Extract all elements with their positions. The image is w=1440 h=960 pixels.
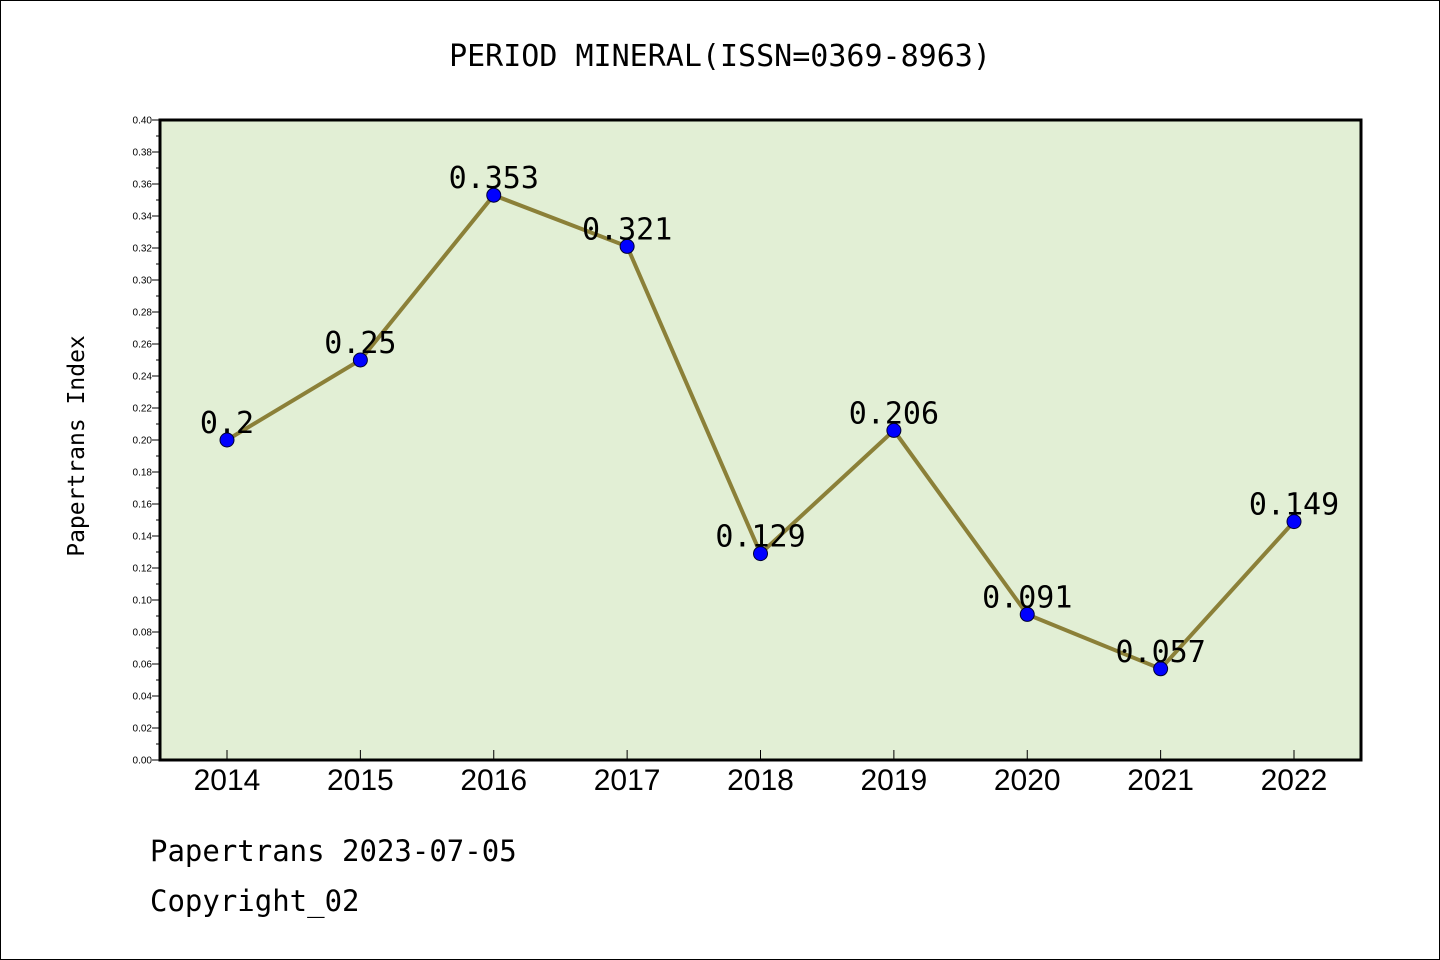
y-tick-label: 0.22 (133, 404, 153, 415)
x-tick-label: 2021 (1127, 764, 1194, 797)
y-tick-label: 0.32 (133, 244, 153, 255)
x-tick-label: 2019 (861, 764, 928, 797)
y-tick-label: 0.36 (133, 180, 153, 191)
y-tick-label: 0.40 (133, 116, 153, 127)
data-label: 0.206 (849, 396, 939, 431)
y-tick-label: 0.30 (133, 276, 153, 287)
data-label: 0.057 (1115, 635, 1205, 670)
data-label: 0.25 (324, 326, 396, 361)
data-label: 0.129 (715, 520, 805, 555)
x-tick-label: 2020 (994, 764, 1061, 797)
x-tick-label: 2016 (460, 764, 527, 797)
y-tick-label: 0.14 (133, 532, 153, 543)
data-point (619, 238, 635, 254)
y-tick-label: 0.16 (133, 500, 153, 511)
y-tick-label: 0.12 (133, 564, 153, 575)
y-tick-label: 0.08 (133, 628, 153, 639)
y-axis-label: Papertrans Index (64, 335, 90, 557)
data-point (753, 546, 768, 562)
data-point (352, 352, 368, 368)
y-tick-label: 0.06 (133, 660, 153, 671)
data-label: 0.321 (582, 212, 672, 247)
y-tick-label: 0.20 (133, 436, 153, 447)
y-tick-label: 0.38 (133, 148, 153, 159)
y-tick-label: 0.04 (133, 692, 153, 703)
y-tick-label: 0.34 (133, 212, 153, 223)
data-point (1153, 661, 1169, 677)
data-series: 0.2 0.25 0.353 0.321 0.129 0.206 0.091 0.057 0.1… (200, 161, 1339, 677)
x-tick-label: 2017 (594, 764, 661, 797)
footer-date: Papertrans 2023-07-05 (150, 834, 517, 868)
y-tick-label: 0.02 (133, 724, 153, 735)
y-axis: 0.00 0.02 0.04 0.06 0.08 0.10 0.12 0.14 0.16 0.18… (133, 116, 160, 767)
chart-title: PERIOD MINERAL(ISSN=0369-8963) (449, 39, 991, 74)
y-tick-label: 0.00 (133, 756, 153, 767)
y-tick-label: 0.28 (133, 308, 153, 319)
data-label: 0.149 (1249, 488, 1339, 523)
footer-copyright: Copyright_02 (150, 884, 360, 918)
data-point (486, 187, 502, 203)
data-point (1019, 606, 1035, 622)
y-tick-label: 0.24 (133, 372, 153, 383)
y-tick-label: 0.10 (133, 596, 153, 607)
data-label: 0.2 (200, 406, 254, 441)
data-label: 0.091 (982, 580, 1072, 615)
x-tick-label: 2018 (727, 764, 794, 797)
x-tick-label: 2022 (1261, 764, 1328, 797)
data-point (219, 432, 235, 448)
x-tick-label: 2014 (194, 764, 261, 797)
data-point (886, 422, 902, 438)
y-tick-label: 0.18 (133, 468, 153, 479)
data-label: 0.353 (449, 161, 539, 196)
x-axis: 2014 2015 2016 2017 2018 2019 2020 2021 2022 (194, 750, 1328, 797)
plot-area (158, 118, 1363, 762)
data-point (1286, 514, 1302, 530)
y-tick-label: 0.26 (133, 340, 153, 351)
x-tick-label: 2015 (327, 764, 394, 797)
